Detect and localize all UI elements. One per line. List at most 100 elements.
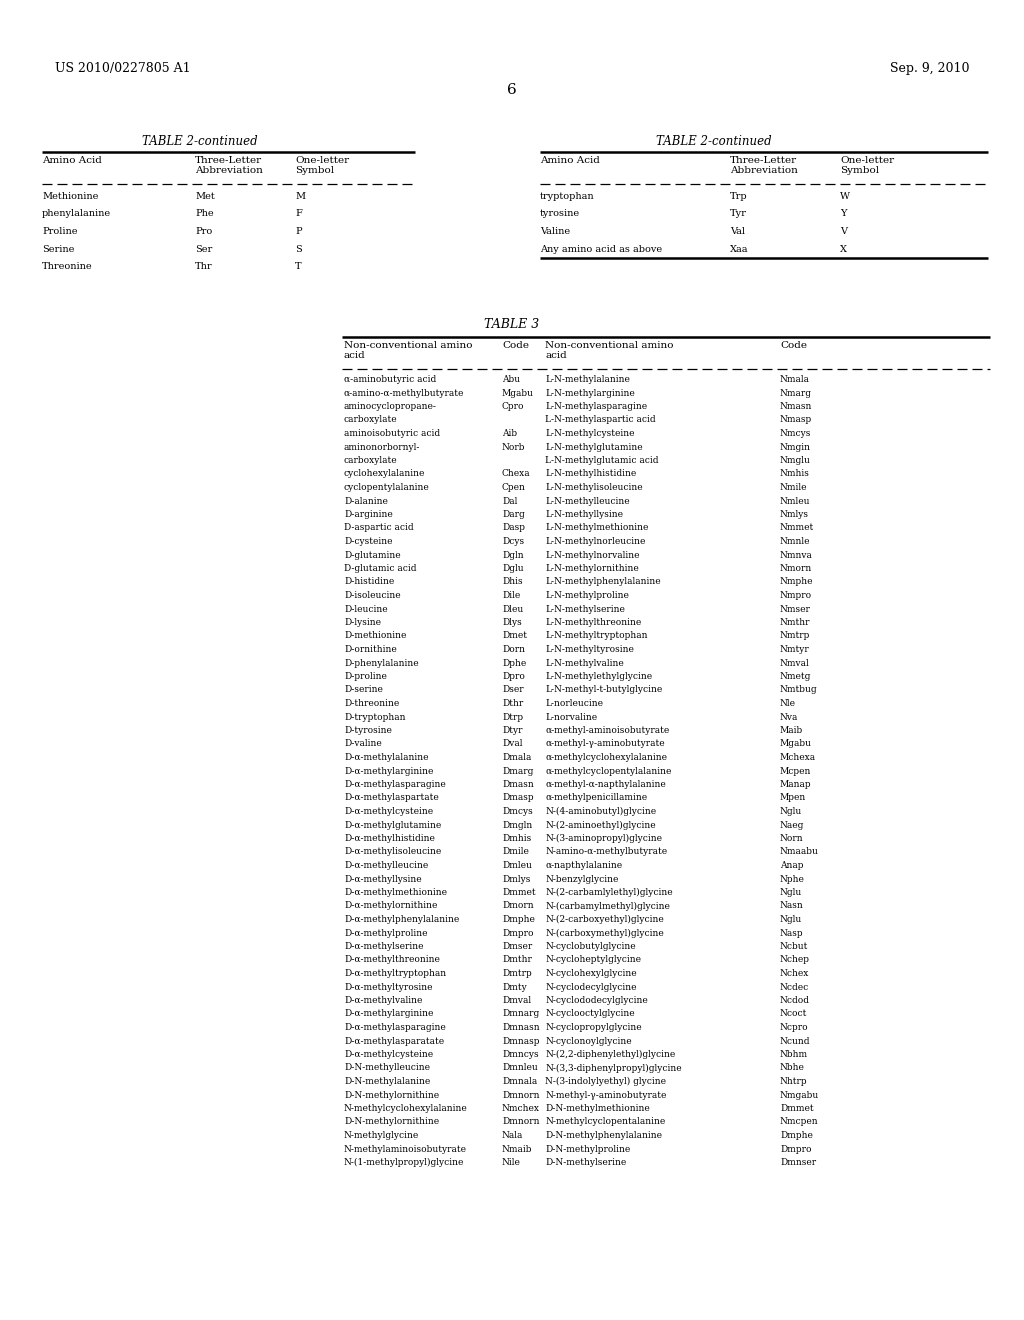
Text: Dmmet: Dmmet [780, 1104, 814, 1113]
Text: N-methyl-γ-aminobutyrate: N-methyl-γ-aminobutyrate [545, 1090, 667, 1100]
Text: D-α-methylisoleucine: D-α-methylisoleucine [344, 847, 441, 857]
Text: Nglu: Nglu [780, 807, 802, 816]
Text: Dmet: Dmet [502, 631, 527, 640]
Text: Dhis: Dhis [502, 578, 522, 586]
Text: M: M [295, 191, 305, 201]
Text: Dmorn: Dmorn [502, 902, 534, 911]
Text: 6: 6 [507, 83, 517, 96]
Text: aminonorbornyl-: aminonorbornyl- [344, 442, 421, 451]
Text: L-norleucine: L-norleucine [545, 700, 603, 708]
Text: F: F [295, 210, 302, 219]
Text: Dmval: Dmval [502, 997, 531, 1005]
Text: Any amino acid as above: Any amino acid as above [540, 244, 663, 253]
Text: Dal: Dal [502, 496, 517, 506]
Text: N-cyclobutylglycine: N-cyclobutylglycine [545, 942, 636, 950]
Text: Nmaabu: Nmaabu [780, 847, 819, 857]
Text: D-methionine: D-methionine [344, 631, 407, 640]
Text: TABLE 2-continued: TABLE 2-continued [142, 135, 258, 148]
Text: D-α-methyltyrosine: D-α-methyltyrosine [344, 982, 432, 991]
Text: L-N-methylhistidine: L-N-methylhistidine [545, 470, 636, 479]
Text: L-N-methylthreonine: L-N-methylthreonine [545, 618, 641, 627]
Text: D-α-methylvaline: D-α-methylvaline [344, 997, 422, 1005]
Text: Thr: Thr [195, 261, 213, 271]
Text: Nmcys: Nmcys [780, 429, 811, 438]
Text: α-methylpenicillamine: α-methylpenicillamine [545, 793, 647, 803]
Text: One-letter
Symbol: One-letter Symbol [840, 156, 894, 176]
Text: L-norvaline: L-norvaline [545, 713, 597, 722]
Text: D-α-methyllysine: D-α-methyllysine [344, 874, 422, 883]
Text: Mpen: Mpen [780, 793, 806, 803]
Text: Dmnarg: Dmnarg [502, 1010, 540, 1019]
Text: Nmaib: Nmaib [502, 1144, 532, 1154]
Text: Nmtrp: Nmtrp [780, 631, 810, 640]
Text: D-α-methylcysteine: D-α-methylcysteine [344, 1049, 433, 1059]
Text: D-α-methylasparagine: D-α-methylasparagine [344, 1023, 445, 1032]
Text: Nhtrp: Nhtrp [780, 1077, 808, 1086]
Text: Dmnasp: Dmnasp [502, 1036, 540, 1045]
Text: D-α-methylproline: D-α-methylproline [344, 928, 427, 937]
Text: cyclopentylalanine: cyclopentylalanine [344, 483, 430, 492]
Text: D-α-methylthreonine: D-α-methylthreonine [344, 956, 440, 965]
Text: Three-Letter
Abbreviation: Three-Letter Abbreviation [730, 156, 798, 176]
Text: L-N-methyltryptophan: L-N-methyltryptophan [545, 631, 647, 640]
Text: Ser: Ser [195, 244, 212, 253]
Text: Tyr: Tyr [730, 210, 746, 219]
Text: D-tryptophan: D-tryptophan [344, 713, 406, 722]
Text: D-N-methylserine: D-N-methylserine [545, 1158, 627, 1167]
Text: Serine: Serine [42, 244, 75, 253]
Text: D-α-methylleucine: D-α-methylleucine [344, 861, 428, 870]
Text: Nmarg: Nmarg [780, 388, 812, 397]
Text: Nbhm: Nbhm [780, 1049, 808, 1059]
Text: N-(carbamylmethyl)glycine: N-(carbamylmethyl)glycine [545, 902, 670, 911]
Text: Nile: Nile [502, 1158, 521, 1167]
Text: Nmala: Nmala [780, 375, 810, 384]
Text: Dmlys: Dmlys [502, 874, 530, 883]
Text: D-leucine: D-leucine [344, 605, 388, 614]
Text: N-amino-α-methylbutyrate: N-amino-α-methylbutyrate [545, 847, 667, 857]
Text: L-N-methylleucine: L-N-methylleucine [545, 496, 630, 506]
Text: N-(2-carboxyethyl)glycine: N-(2-carboxyethyl)glycine [545, 915, 664, 924]
Text: D-arginine: D-arginine [344, 510, 393, 519]
Text: Dmthr: Dmthr [502, 956, 531, 965]
Text: D-N-methylleucine: D-N-methylleucine [344, 1064, 430, 1072]
Text: N-(3,3-diphenylpropyl)glycine: N-(3,3-diphenylpropyl)glycine [545, 1064, 682, 1073]
Text: D-α-methylalanine: D-α-methylalanine [344, 752, 428, 762]
Text: D-glutamine: D-glutamine [344, 550, 400, 560]
Text: L-N-methylalanine: L-N-methylalanine [545, 375, 630, 384]
Text: Valine: Valine [540, 227, 570, 236]
Text: One-letter
Symbol: One-letter Symbol [295, 156, 349, 176]
Text: D-tyrosine: D-tyrosine [344, 726, 392, 735]
Text: Dgln: Dgln [502, 550, 523, 560]
Text: Threonine: Threonine [42, 261, 92, 271]
Text: V: V [840, 227, 847, 236]
Text: TABLE 3: TABLE 3 [484, 318, 540, 331]
Text: Nva: Nva [780, 713, 799, 722]
Text: N-(3-indolylyethyl) glycine: N-(3-indolylyethyl) glycine [545, 1077, 666, 1086]
Text: X: X [840, 244, 847, 253]
Text: Maib: Maib [780, 726, 803, 735]
Text: L-N-methylvaline: L-N-methylvaline [545, 659, 624, 668]
Text: N-(1-methylpropyl)glycine: N-(1-methylpropyl)glycine [344, 1158, 464, 1167]
Text: Dlys: Dlys [502, 618, 522, 627]
Text: N-methylglycine: N-methylglycine [344, 1131, 419, 1140]
Text: Dmty: Dmty [502, 982, 526, 991]
Text: Dmpro: Dmpro [780, 1144, 811, 1154]
Text: α-methyl-aminoisobutyrate: α-methyl-aminoisobutyrate [545, 726, 670, 735]
Text: Abu: Abu [502, 375, 520, 384]
Text: Nmgabu: Nmgabu [780, 1090, 819, 1100]
Text: Nmtyr: Nmtyr [780, 645, 810, 653]
Text: N-cyclodecylglycine: N-cyclodecylglycine [545, 982, 637, 991]
Text: D-glutamic acid: D-glutamic acid [344, 564, 417, 573]
Text: Norb: Norb [502, 442, 525, 451]
Text: N-cyclopropylglycine: N-cyclopropylglycine [545, 1023, 642, 1032]
Text: Dmarg: Dmarg [502, 767, 534, 776]
Text: L-N-methylproline: L-N-methylproline [545, 591, 629, 601]
Text: D-α-methylcysteine: D-α-methylcysteine [344, 807, 433, 816]
Text: Dmnorn: Dmnorn [502, 1090, 540, 1100]
Text: Trp: Trp [730, 191, 748, 201]
Text: Dmgln: Dmgln [502, 821, 532, 829]
Text: D-α-methylasparagine: D-α-methylasparagine [344, 780, 445, 789]
Text: Ncdec: Ncdec [780, 982, 809, 991]
Text: Dtyr: Dtyr [502, 726, 522, 735]
Text: N-cycloheptylglycine: N-cycloheptylglycine [545, 956, 641, 965]
